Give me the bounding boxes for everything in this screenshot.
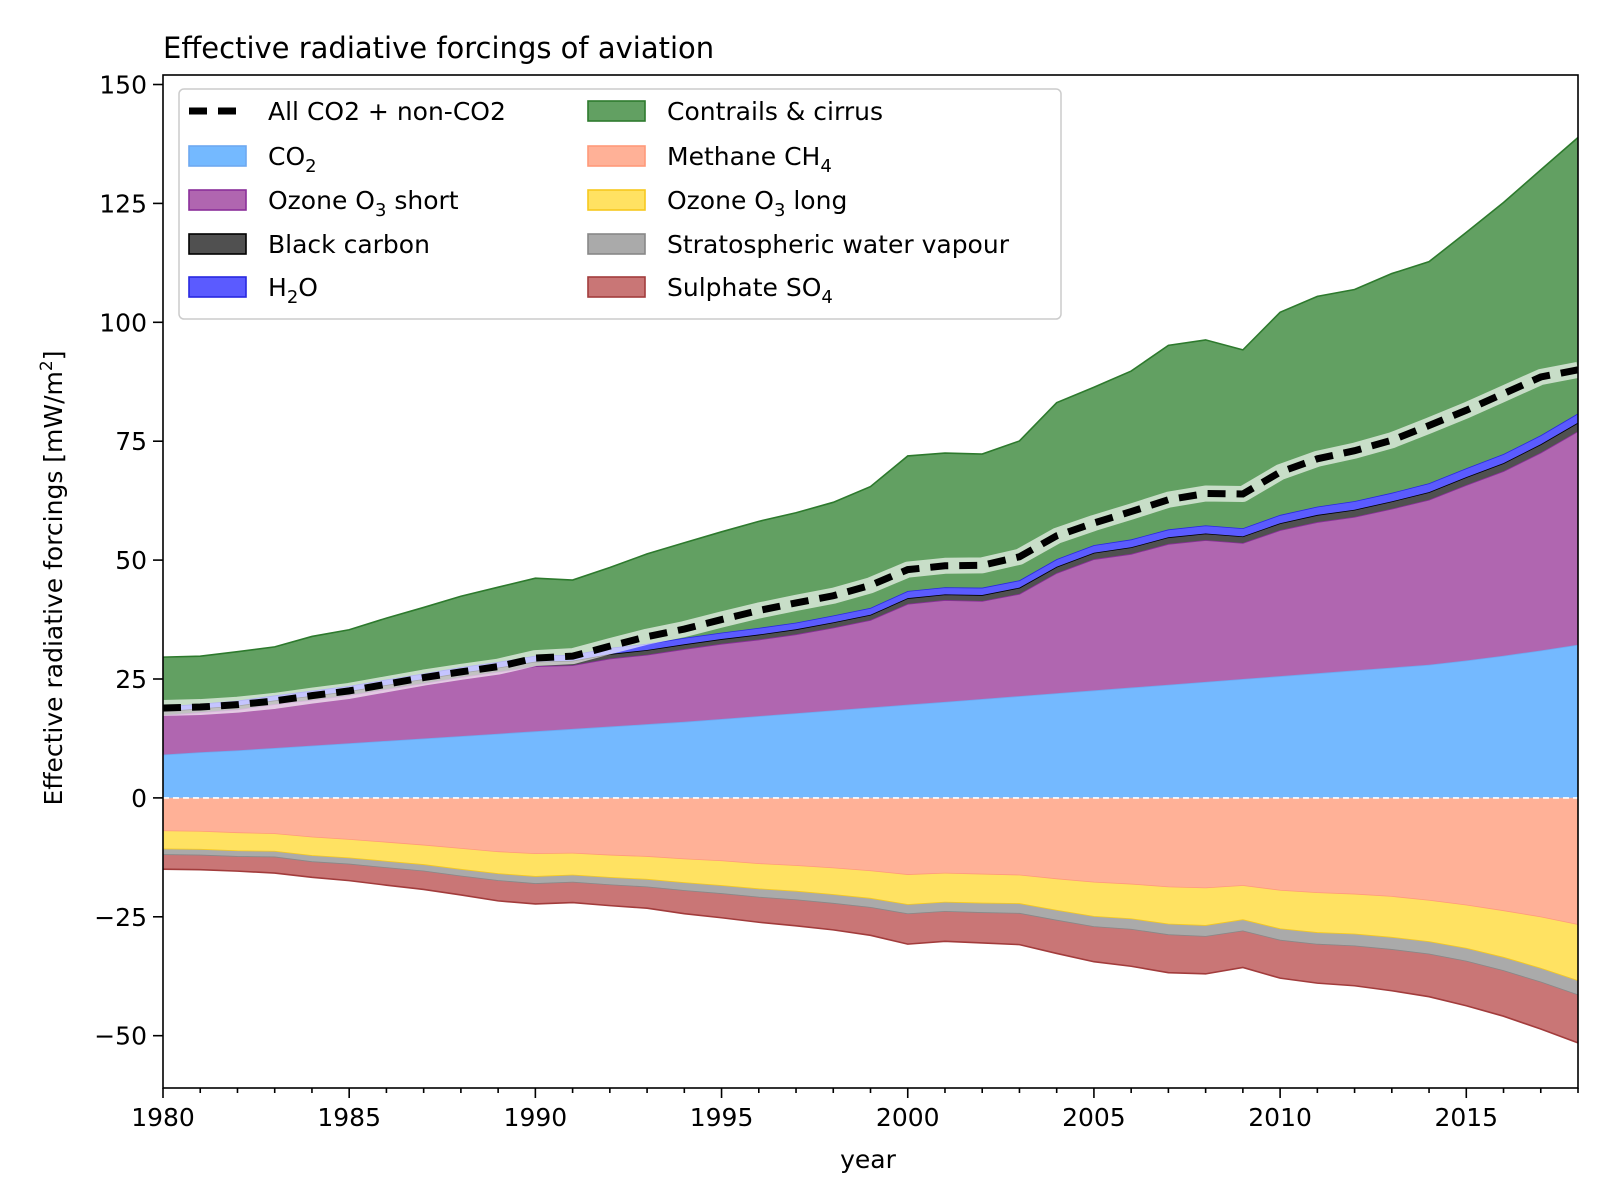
x-tick-label: 1980	[131, 1103, 195, 1132]
legend-label: Stratospheric water vapour	[667, 230, 1010, 259]
legend-label: H2O	[268, 273, 318, 308]
legend-swatch	[587, 276, 646, 298]
positive-series-area-1	[163, 431, 1578, 755]
legend-label: Contrails & cirrus	[667, 97, 883, 126]
legend-swatch	[188, 276, 247, 298]
legend-swatch	[188, 233, 247, 255]
y-tick-label: 0	[131, 784, 147, 813]
y-tick-label: 75	[115, 427, 147, 456]
legend-swatch	[587, 233, 646, 255]
y-tick-label: 150	[99, 71, 147, 100]
positive-series-edge-4	[162, 136, 1579, 658]
y-tick-label: 50	[115, 546, 147, 575]
negative-series-edge-3	[162, 868, 1579, 1044]
y-tick-label: 25	[115, 665, 147, 694]
x-tick-label: 2005	[1062, 1103, 1126, 1132]
legend: All CO2 + non-CO2 CO2 Ozone O3 short Black …	[178, 88, 1062, 320]
x-tick-label: 1985	[317, 1103, 381, 1132]
legend-swatch	[587, 100, 646, 122]
positive-series-area-0	[163, 644, 1578, 798]
x-axis: 1980 1985 1990 1995 2000 2005 2010 2015	[131, 1088, 1579, 1132]
legend-label: Methane CH4	[667, 142, 832, 177]
y-axis-label: Effective radiative forcings [mW/m2]	[37, 350, 68, 805]
y-axis-label-text: Effective radiative forcings [mW/m	[39, 371, 68, 805]
legend-swatch	[587, 189, 646, 211]
total-line	[162, 366, 1579, 712]
y-tick-label: 100	[99, 308, 147, 337]
x-tick-label: 2015	[1434, 1103, 1498, 1132]
y-axis-label-superscript: 2	[37, 360, 57, 371]
x-tick-label: 1990	[504, 1103, 568, 1132]
legend-label: Sulphate SO4	[667, 273, 833, 308]
legend-swatch	[188, 189, 247, 211]
x-tick-label: 1995	[690, 1103, 754, 1132]
legend-swatch	[188, 145, 247, 167]
y-tick-label: −50	[94, 1022, 147, 1051]
legend-swatch	[587, 145, 646, 167]
legend-label: Ozone O3 short	[268, 186, 459, 221]
legend-label: Ozone O3 long	[667, 186, 847, 221]
x-tick-label: 2000	[876, 1103, 940, 1132]
x-axis-label: year	[840, 1145, 896, 1174]
plot-lines	[162, 362, 1580, 799]
legend-label-total: All CO2 + non-CO2	[268, 97, 506, 126]
y-tick-label: 125	[99, 189, 147, 218]
y-axis-label-end: ]	[39, 350, 68, 360]
legend-label: CO2	[268, 142, 317, 177]
negative-series-area-0	[163, 797, 1578, 925]
negative-series-area-1	[163, 831, 1578, 981]
legend-label: Black carbon	[268, 230, 430, 259]
y-axis: −50 −25 0 25 50 75 100 125 150	[94, 71, 163, 1051]
chart-title: Effective radiative forcings of aviation	[163, 31, 714, 65]
y-tick-label: −25	[94, 903, 147, 932]
x-tick-label: 2010	[1248, 1103, 1312, 1132]
